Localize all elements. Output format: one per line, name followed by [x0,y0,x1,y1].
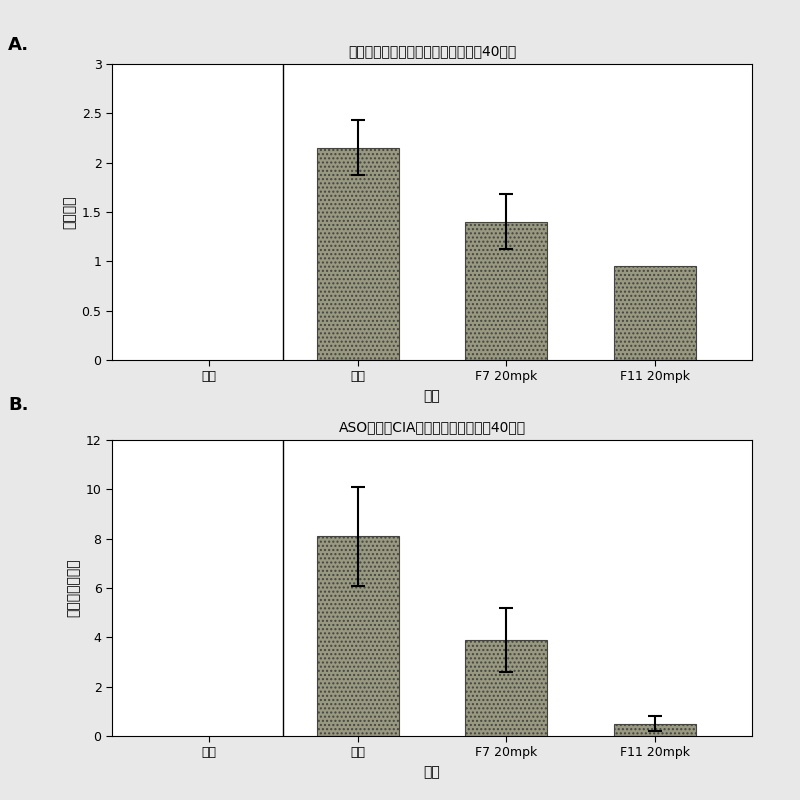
Text: A.: A. [8,36,29,54]
X-axis label: 胶原: 胶原 [424,765,440,779]
Y-axis label: 受累足爪: 受累足爪 [62,195,76,229]
Bar [614,266,696,360]
Text: B.: B. [8,396,29,414]
Bar [466,222,547,360]
Title: ASO治疗对CIA严重程度的影响（第40天）: ASO治疗对CIA严重程度的影响（第40天） [338,421,526,434]
Bar [466,640,547,736]
Title: 关节炎小鼠受累足爪的平均数量（第40天）: 关节炎小鼠受累足爪的平均数量（第40天） [348,45,516,58]
Bar [317,148,398,360]
Bar [317,536,398,736]
X-axis label: 胶原: 胶原 [424,389,440,403]
Y-axis label: 关节炎严重程度: 关节炎严重程度 [66,558,80,618]
Bar [614,724,696,736]
